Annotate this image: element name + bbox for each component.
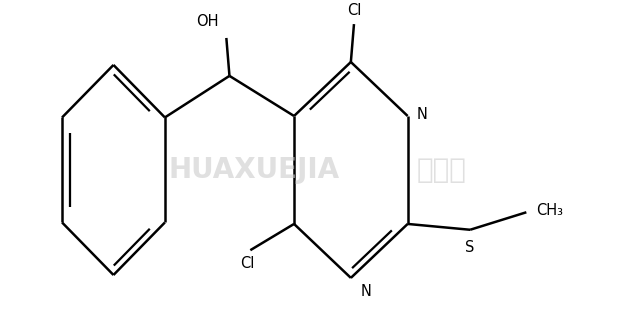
Text: 科学加: 科学加 xyxy=(417,156,467,184)
Text: HUAXUEJIA: HUAXUEJIA xyxy=(168,156,339,184)
Text: N: N xyxy=(417,107,428,122)
Text: Cl: Cl xyxy=(347,3,361,18)
Text: S: S xyxy=(465,240,475,255)
Text: CH₃: CH₃ xyxy=(536,203,563,218)
Text: Cl: Cl xyxy=(240,256,254,271)
Text: N: N xyxy=(360,284,371,299)
Text: OH: OH xyxy=(196,14,219,29)
